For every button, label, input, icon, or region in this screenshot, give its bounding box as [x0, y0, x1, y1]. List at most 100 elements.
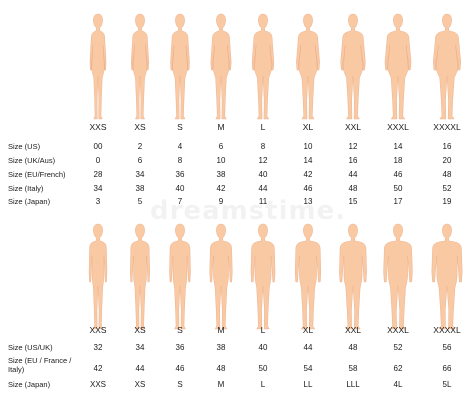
men-size-cell: 52	[393, 343, 403, 352]
women-size-cell: 9	[218, 197, 224, 206]
men-size-cell: 62	[393, 364, 403, 373]
woman-figure-3	[170, 13, 190, 120]
women-size-cell: 46	[303, 184, 313, 193]
men-row-label: Size (EU / France / Italy)	[8, 356, 72, 374]
women-size-header: M	[217, 122, 225, 132]
women-size-header: XS	[134, 122, 146, 132]
man-figure-6	[294, 223, 322, 330]
women-row-label: Size (Japan)	[8, 197, 51, 206]
men-size-cell: 42	[93, 364, 103, 373]
men-size-cell: 36	[175, 343, 185, 352]
man-figure-5	[250, 223, 276, 330]
women-size-cell: 0	[95, 156, 101, 165]
women-size-cell: 19	[442, 197, 452, 206]
women-size-cell: 20	[442, 156, 452, 165]
watermark: dreamstime.	[150, 196, 347, 226]
women-size-cell: 40	[258, 170, 268, 179]
women-size-cell: 11	[258, 197, 268, 206]
women-size-header: S	[177, 122, 183, 132]
men-size-cell: LLL	[346, 380, 360, 389]
woman-figure-1	[89, 13, 107, 120]
man-figure-4	[209, 223, 233, 330]
women-size-cell: 44	[348, 170, 358, 179]
women-row-label: Size (Italy)	[8, 184, 44, 193]
women-size-cell: 44	[258, 184, 268, 193]
women-size-cell: 14	[393, 142, 403, 151]
women-size-cell: 7	[177, 197, 183, 206]
men-size-cell: 4L	[393, 380, 403, 389]
man-figure-7	[339, 223, 367, 330]
men-figures-row	[0, 222, 474, 332]
women-size-header: XXXL	[387, 122, 409, 132]
women-size-cell: 4	[177, 142, 183, 151]
women-size-cell: 00	[93, 142, 103, 151]
men-size-cell: 46	[175, 364, 185, 373]
women-size-cell: 8	[177, 156, 183, 165]
men-row-label: Size (Japan)	[8, 380, 51, 389]
women-size-header: L	[260, 122, 266, 132]
women-size-cell: 10	[303, 142, 313, 151]
women-size-cell: 38	[135, 184, 145, 193]
women-size-cell: 13	[303, 197, 313, 206]
woman-figure-4	[210, 13, 232, 120]
women-figures-row	[0, 12, 474, 122]
woman-figure-5	[251, 13, 275, 120]
men-size-cell: XS	[134, 380, 146, 389]
women-size-cell: 10	[216, 156, 226, 165]
woman-figure-9	[433, 13, 461, 120]
woman-figure-2	[131, 13, 149, 120]
women-size-cell: 12	[348, 142, 358, 151]
man-figure-2	[130, 223, 150, 330]
men-size-header: M	[217, 325, 225, 335]
women-size-cell: 38	[216, 170, 226, 179]
man-figure-9	[431, 223, 463, 330]
men-size-cell: 58	[348, 364, 358, 373]
women-size-cell: 17	[393, 197, 403, 206]
man-figure-1	[88, 223, 108, 330]
men-size-header: XXXL	[387, 325, 409, 335]
women-size-cell: 46	[393, 170, 403, 179]
men-size-header: XS	[134, 325, 146, 335]
women-size-cell: 16	[348, 156, 358, 165]
men-size-header: XXXXL	[433, 325, 461, 335]
women-size-cell: 36	[175, 170, 185, 179]
men-size-cell: 40	[258, 343, 268, 352]
man-figure-8	[383, 223, 413, 330]
men-size-cell: S	[177, 380, 183, 389]
women-size-cell: 34	[135, 170, 145, 179]
woman-figure-6	[296, 13, 320, 120]
men-size-header: XXS	[89, 325, 107, 335]
men-size-cell: 50	[258, 364, 268, 373]
men-size-cell: L	[260, 380, 266, 389]
men-size-cell: 56	[442, 343, 452, 352]
women-row-label: Size (US)	[8, 142, 41, 151]
women-size-cell: 40	[175, 184, 185, 193]
man-figure-3	[169, 223, 191, 330]
men-size-cell: 38	[216, 343, 226, 352]
women-size-header: XXXXL	[433, 122, 461, 132]
women-size-cell: 15	[348, 197, 358, 206]
women-size-header: XXS	[89, 122, 107, 132]
women-size-cell: 42	[216, 184, 226, 193]
women-size-cell: 52	[442, 184, 452, 193]
woman-figure-7	[340, 13, 366, 120]
women-size-cell: 16	[442, 142, 452, 151]
men-size-cell: 44	[135, 364, 145, 373]
men-size-cell: 5L	[442, 380, 452, 389]
women-size-cell: 50	[393, 184, 403, 193]
women-size-cell: 42	[303, 170, 313, 179]
men-size-cell: 32	[93, 343, 103, 352]
men-size-cell: M	[217, 380, 225, 389]
men-size-cell: 34	[135, 343, 145, 352]
men-size-header: L	[260, 325, 266, 335]
women-size-cell: 48	[348, 184, 358, 193]
women-size-header: XL	[302, 122, 314, 132]
men-size-header: XXL	[344, 325, 362, 335]
women-size-cell: 12	[258, 156, 268, 165]
men-size-header: XL	[302, 325, 314, 335]
women-row-label: Size (EU/French)	[8, 170, 66, 179]
women-size-cell: 3	[95, 197, 101, 206]
women-size-cell: 6	[137, 156, 143, 165]
men-size-cell: XXS	[89, 380, 106, 389]
women-size-cell: 18	[393, 156, 403, 165]
